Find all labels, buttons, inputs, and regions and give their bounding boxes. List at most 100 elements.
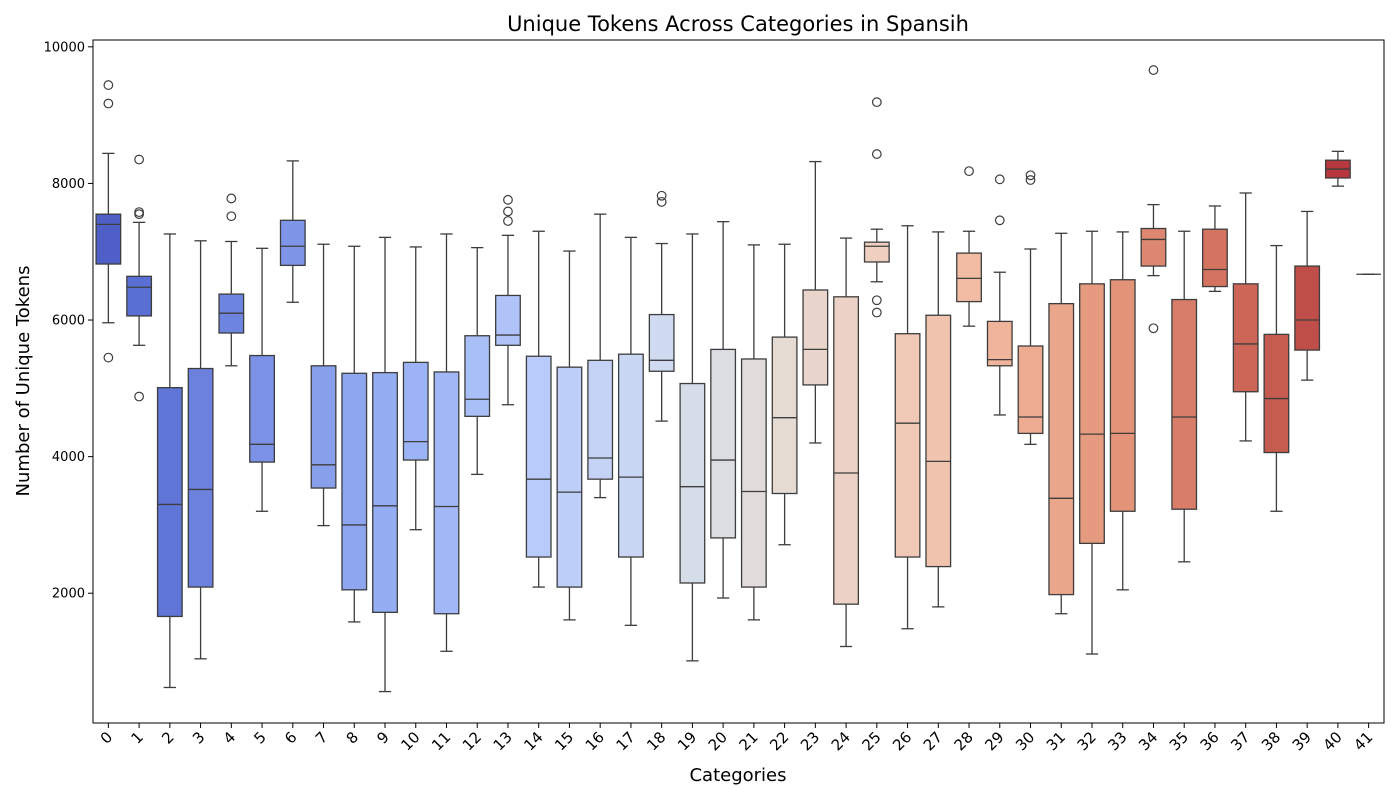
x-tick-label: 33 (1104, 728, 1130, 754)
box-iqr (1201, 228, 1228, 288)
x-tick-label: 21 (735, 728, 761, 754)
box-category-10 (402, 246, 429, 531)
x-tick-label: 41 (1350, 728, 1376, 754)
x-tick-label: 14 (520, 728, 546, 754)
x-tick-label: 10 (397, 728, 423, 754)
x-tick-label: 16 (582, 728, 608, 754)
box-iqr (986, 320, 1013, 367)
x-tick-label: 35 (1166, 728, 1192, 754)
box-iqr (863, 241, 890, 263)
box-iqr (1232, 283, 1259, 393)
x-tick-label: 3 (189, 728, 208, 747)
box-iqr (1017, 345, 1044, 435)
x-tick-label: 27 (920, 728, 946, 754)
box-category-1 (126, 154, 153, 402)
outlier-point (994, 215, 1005, 226)
box-iqr (802, 289, 829, 386)
x-tick-label: 38 (1258, 728, 1284, 754)
box-iqr (710, 348, 737, 539)
y-axis: 2000 4000 6000 8000 10000 (44, 40, 93, 602)
box-category-6 (279, 160, 306, 303)
box-category-20 (710, 221, 737, 599)
box-category-23 (802, 160, 829, 444)
x-tick-label: 36 (1197, 728, 1223, 754)
box-iqr (1171, 298, 1198, 510)
outlier-point (134, 154, 145, 165)
x-tick-label: 1 (127, 728, 146, 747)
box-category-36 (1201, 205, 1228, 292)
box-category-9 (372, 236, 398, 693)
box-category-11 (433, 233, 460, 652)
box-category-4 (218, 193, 245, 367)
x-tick-label: 18 (643, 728, 669, 754)
box-category-14 (525, 230, 552, 588)
box-category-8 (341, 245, 368, 623)
box-category-21 (740, 244, 767, 621)
box-iqr (495, 294, 521, 346)
box-iqr (1048, 302, 1075, 596)
box-category-26 (894, 225, 921, 630)
box-category-12 (464, 246, 491, 476)
box-iqr (1109, 279, 1136, 512)
x-tick-label: 32 (1074, 728, 1100, 754)
outlier-point (103, 80, 114, 90)
x-tick-label: 19 (674, 728, 700, 754)
x-tick-label: 31 (1043, 728, 1069, 754)
x-tick-label: 40 (1319, 728, 1345, 754)
box-category-16 (587, 213, 614, 499)
box-category-17 (617, 236, 644, 626)
x-tick-label: 25 (858, 728, 884, 754)
x-tick-label: 34 (1135, 728, 1161, 754)
x-tick-label: 39 (1289, 728, 1315, 754)
x-tick-label: 12 (459, 728, 485, 754)
box-iqr (740, 358, 767, 588)
x-tick-label: 15 (551, 728, 577, 754)
box-category-35 (1171, 230, 1198, 563)
x-tick-label: 26 (889, 728, 915, 754)
y-tick-label: 6000 (52, 314, 85, 329)
box-category-31 (1048, 232, 1075, 615)
box-category-37 (1232, 192, 1259, 442)
outlier-point (503, 216, 513, 226)
y-tick-label: 4000 (52, 450, 85, 465)
box-category-13 (495, 194, 521, 406)
outlier-point (134, 207, 145, 218)
outlier-point (871, 307, 882, 318)
box-iqr (187, 367, 214, 588)
box-iqr (925, 314, 952, 568)
outlier-point (1025, 175, 1036, 185)
outlier-point (103, 352, 114, 363)
box-category-2 (156, 233, 183, 689)
box-iqr (648, 313, 675, 372)
box-iqr (249, 354, 276, 463)
box-category-24 (833, 237, 860, 648)
box-iqr (279, 219, 306, 267)
x-tick-label: 5 (250, 728, 269, 747)
box-iqr (771, 336, 798, 495)
x-tick-label: 6 (281, 728, 300, 747)
outlier-point (1148, 65, 1159, 75)
box-category-34 (1140, 65, 1167, 334)
outlier-point (134, 391, 145, 402)
box-category-3 (187, 240, 214, 660)
x-tick-label: 9 (373, 728, 392, 747)
box-category-25 (863, 97, 890, 318)
box-category-32 (1079, 230, 1105, 655)
x-tick-label: 13 (490, 728, 516, 754)
outlier-point (656, 190, 667, 201)
x-tick-label: 7 (312, 728, 331, 747)
x-tick-label: 2 (158, 728, 177, 747)
box-category-22 (771, 243, 798, 546)
x-tick-label: 37 (1227, 728, 1253, 754)
box-iqr (310, 365, 337, 489)
box-category-28 (956, 166, 982, 327)
x-tick-label: 11 (428, 728, 454, 754)
box-series (95, 65, 1381, 693)
box-iqr (126, 275, 153, 317)
x-tick-label: 0 (97, 728, 116, 747)
x-tick-label: 23 (797, 728, 823, 754)
box-category-33 (1109, 231, 1136, 591)
box-iqr (1140, 227, 1167, 267)
box-iqr (956, 252, 982, 303)
box-category-30 (1017, 170, 1044, 445)
